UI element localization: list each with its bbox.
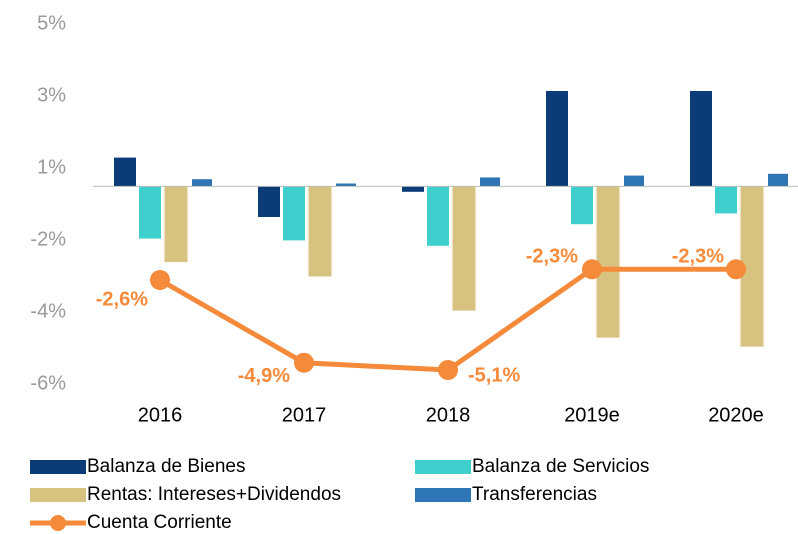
bar (715, 186, 737, 214)
legend-label: Rentas: Intereses+Dividendos (87, 484, 341, 505)
data-label: -4,9% (238, 365, 290, 387)
bar (690, 91, 712, 187)
bar (402, 186, 424, 192)
line-point (582, 259, 602, 280)
bar (283, 186, 305, 241)
bar (624, 175, 644, 187)
bar (768, 173, 788, 187)
data-label: -2,3% (526, 245, 578, 267)
data-label: -2,6% (96, 288, 148, 310)
y-tick-label: 5% (37, 13, 66, 35)
y-tick-label: -6% (30, 373, 66, 395)
line-point (726, 259, 746, 280)
legend-label: Balanza de Bienes (87, 456, 245, 477)
x-tick-label: 2019e (564, 404, 620, 426)
legend-label: Balanza de Servicios (472, 456, 649, 477)
y-tick-label: 3% (37, 85, 66, 107)
legend-swatch (415, 460, 471, 474)
y-tick-label: 1% (37, 157, 66, 179)
x-tick-label: 2016 (138, 404, 183, 426)
legend-swatch (415, 488, 471, 502)
bar (480, 177, 500, 187)
x-tick-label: 2017 (282, 404, 327, 426)
legend-swatch (30, 488, 86, 502)
bar (546, 91, 568, 187)
legend-label: Transferencias (472, 484, 597, 505)
legend-swatch (50, 515, 66, 531)
y-tick-label: -4% (30, 301, 66, 323)
bar (258, 186, 280, 217)
data-label: -5,1% (468, 364, 520, 386)
bar (596, 186, 620, 338)
bar (164, 186, 188, 262)
data-label: -2,3% (672, 245, 724, 267)
legend-label: Cuenta Corriente (87, 512, 232, 533)
line (158, 266, 736, 373)
bar (336, 183, 356, 187)
line-point (294, 352, 314, 373)
bar (452, 186, 476, 311)
line-point (438, 360, 458, 380)
bar (192, 179, 212, 187)
bar (114, 157, 136, 187)
bar (740, 186, 764, 347)
bar (308, 186, 332, 277)
bar (427, 186, 449, 246)
line-point (150, 270, 170, 290)
legend-swatch (30, 460, 86, 474)
y-tick-label: -2% (30, 229, 66, 251)
x-tick-label: 2020e (708, 404, 764, 426)
bar (571, 186, 593, 225)
bar (139, 186, 161, 239)
x-tick-label: 2018 (426, 404, 471, 426)
